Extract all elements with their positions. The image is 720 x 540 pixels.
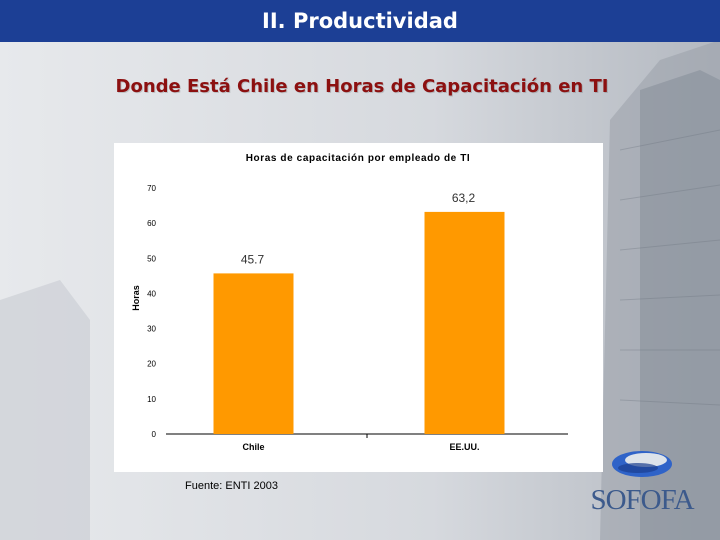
chart-title: Horas de capacitación por empleado de TI xyxy=(246,153,471,164)
bar xyxy=(424,211,505,434)
plot-area: 0 10 20 30 40 50 60 70 45.7 Chile 63,2 EE.UU. xyxy=(147,184,568,452)
bar xyxy=(213,273,294,434)
bar-chart: Horas de capacitación por empleado de TI… xyxy=(131,153,568,452)
slide-subtitle: Donde Está Chile en Horas de Capacitació… xyxy=(115,76,609,97)
bar-value-label: 63,2 xyxy=(452,191,476,205)
y-tick-label: 20 xyxy=(147,360,156,369)
source-note: Fuente: ENTI 2003 xyxy=(185,480,278,492)
header-title: II. Productividad xyxy=(262,9,458,33)
chart-panel: Horas de capacitación por empleado de TI… xyxy=(114,143,603,472)
y-axis-label: Horas xyxy=(131,285,141,311)
x-tick-label: Chile xyxy=(242,442,264,452)
y-tick-label: 30 xyxy=(147,325,156,334)
logo-text: SOFOFA xyxy=(590,484,694,516)
y-tick-label: 10 xyxy=(147,395,156,404)
y-tick-label: 40 xyxy=(147,289,156,298)
sofofa-logo-icon xyxy=(612,451,672,477)
y-tick-label: 50 xyxy=(147,254,156,263)
x-tick-label: EE.UU. xyxy=(449,442,479,452)
slide-header: II. Productividad xyxy=(0,0,720,42)
y-tick-label: 0 xyxy=(152,430,157,439)
y-tick-label: 60 xyxy=(147,219,156,228)
y-tick-label: 70 xyxy=(147,184,156,193)
bar-value-label: 45.7 xyxy=(241,252,265,266)
